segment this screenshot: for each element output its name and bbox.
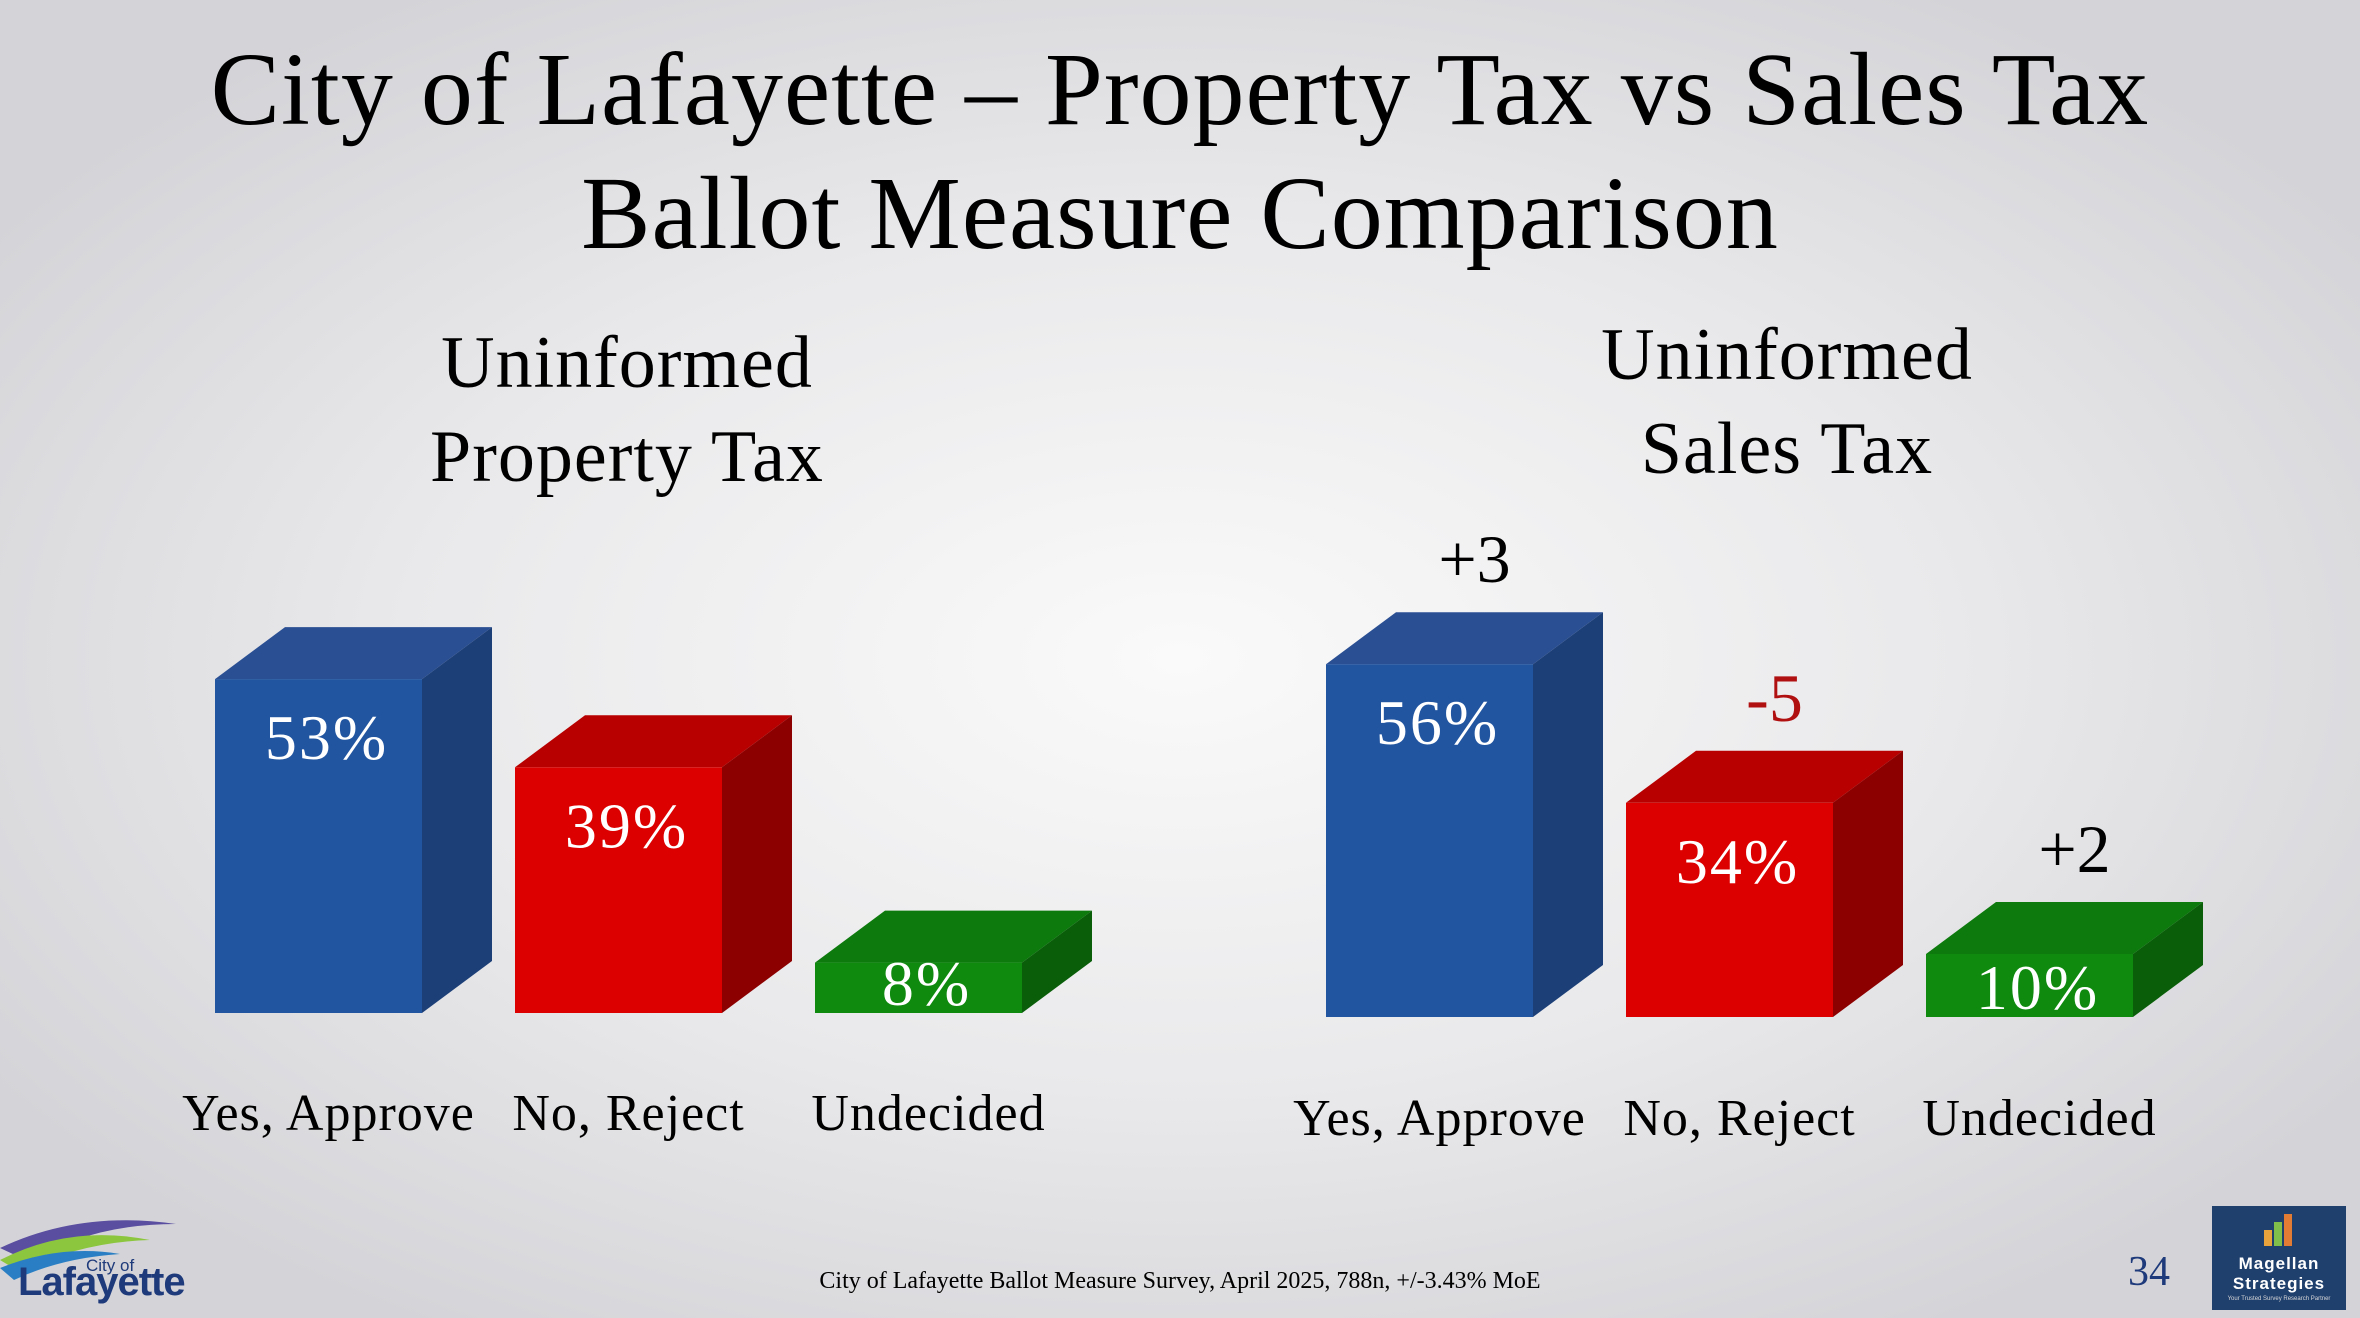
chart-2-no-reject-category-label: No, Reject — [1623, 1090, 1855, 1147]
chart-1-undecided-bar — [815, 962, 1022, 1013]
city-of-lafayette-logo: City of Lafayette — [0, 1210, 210, 1310]
chart-1-no-reject-bar-top — [515, 715, 792, 768]
chart-1-yes-approve-data-label: 53% — [265, 702, 388, 773]
lafayette-swoosh-icon — [0, 1220, 176, 1280]
magellan-brand-name: Magellan Strategies — [2212, 1254, 2346, 1294]
slide-title-line-2: Ballot Measure Comparison — [581, 156, 1779, 271]
property-tax-chart-title-line-2: Property Tax — [430, 416, 824, 498]
chart-2-no-reject-bar-side — [1833, 750, 1903, 1017]
chart-1-yes-approve-bar-side — [422, 627, 492, 1013]
chart-2-undecided-change-label: +2 — [2038, 811, 2110, 887]
magellan-brand-line-2: Strategies — [2232, 1274, 2326, 1293]
chart-2-yes-approve-change-label: +3 — [1438, 521, 1510, 597]
slide-title-line-1: City of Lafayette – Property Tax vs Sale… — [210, 32, 2150, 147]
chart-1-no-reject-bar-side — [722, 715, 792, 1013]
chart-1-yes-approve-bar-top — [215, 627, 492, 680]
chart-1-yes-approve-bar — [215, 679, 422, 1013]
chart-2-yes-approve-bar — [1326, 664, 1533, 1017]
slide-title: City of Lafayette – Property Tax vs Sale… — [0, 28, 2360, 276]
chart-1-no-reject-category-label: No, Reject — [512, 1085, 744, 1142]
survey-source-note: City of Lafayette Ballot Measure Survey,… — [819, 1268, 1541, 1294]
sales-tax-chart-title-line-1: Uninformed — [1601, 314, 1973, 396]
property-tax-chart-title: Uninformed Property Tax — [277, 316, 977, 504]
chart-2-no-reject-data-label: 34% — [1676, 826, 1799, 897]
chart-1-no-reject-bar — [515, 767, 722, 1013]
page-number: 34 — [2128, 1249, 2170, 1295]
chart-1-undecided-bar-side — [1022, 910, 1092, 1013]
chart-1-yes-approve-category-label: Yes, Approve — [182, 1085, 475, 1142]
chart-2-no-reject-bar-top — [1626, 750, 1903, 803]
chart-1-no-reject-data-label: 39% — [565, 790, 688, 861]
logo-city-of: City of — [86, 1256, 135, 1275]
sales-tax-chart-title: Uninformed Sales Tax — [1437, 308, 2137, 496]
chart-2-no-reject-change-label: -5 — [1746, 660, 1803, 736]
chart-2-undecided-data-label: 10% — [1976, 952, 2099, 1023]
logo-lafayette: Lafayette — [18, 1260, 186, 1304]
chart-2-no-reject-bar — [1626, 802, 1833, 1017]
chart-2-yes-approve-bar-side — [1533, 612, 1603, 1017]
chart-1-undecided-category-label: Undecided — [811, 1085, 1045, 1142]
chart-2-yes-approve-bar-top — [1326, 612, 1603, 665]
chart-2-yes-approve-category-label: Yes, Approve — [1293, 1090, 1586, 1147]
magellan-brand-line-1: Magellan — [2238, 1254, 2320, 1273]
magellan-bars-icon — [2264, 1214, 2292, 1246]
chart-2-undecided-bar-side — [2133, 902, 2203, 1017]
chart-1-undecided-bar-top — [815, 910, 1092, 963]
chart-2-undecided-bar — [1926, 954, 2133, 1017]
magellan-strategies-logo: Magellan Strategies Your Trusted Survey … — [2212, 1206, 2346, 1310]
magellan-tagline: Your Trusted Survey Research Partner — [2227, 1296, 2331, 1302]
property-tax-chart-title-line-1: Uninformed — [441, 322, 813, 404]
chart-1-undecided-data-label: 8% — [882, 948, 971, 1019]
chart-2-yes-approve-data-label: 56% — [1376, 687, 1499, 758]
sales-tax-chart-title-line-2: Sales Tax — [1640, 408, 1934, 490]
chart-2-undecided-category-label: Undecided — [1922, 1090, 2156, 1147]
chart-2-undecided-bar-top — [1926, 902, 2203, 954]
